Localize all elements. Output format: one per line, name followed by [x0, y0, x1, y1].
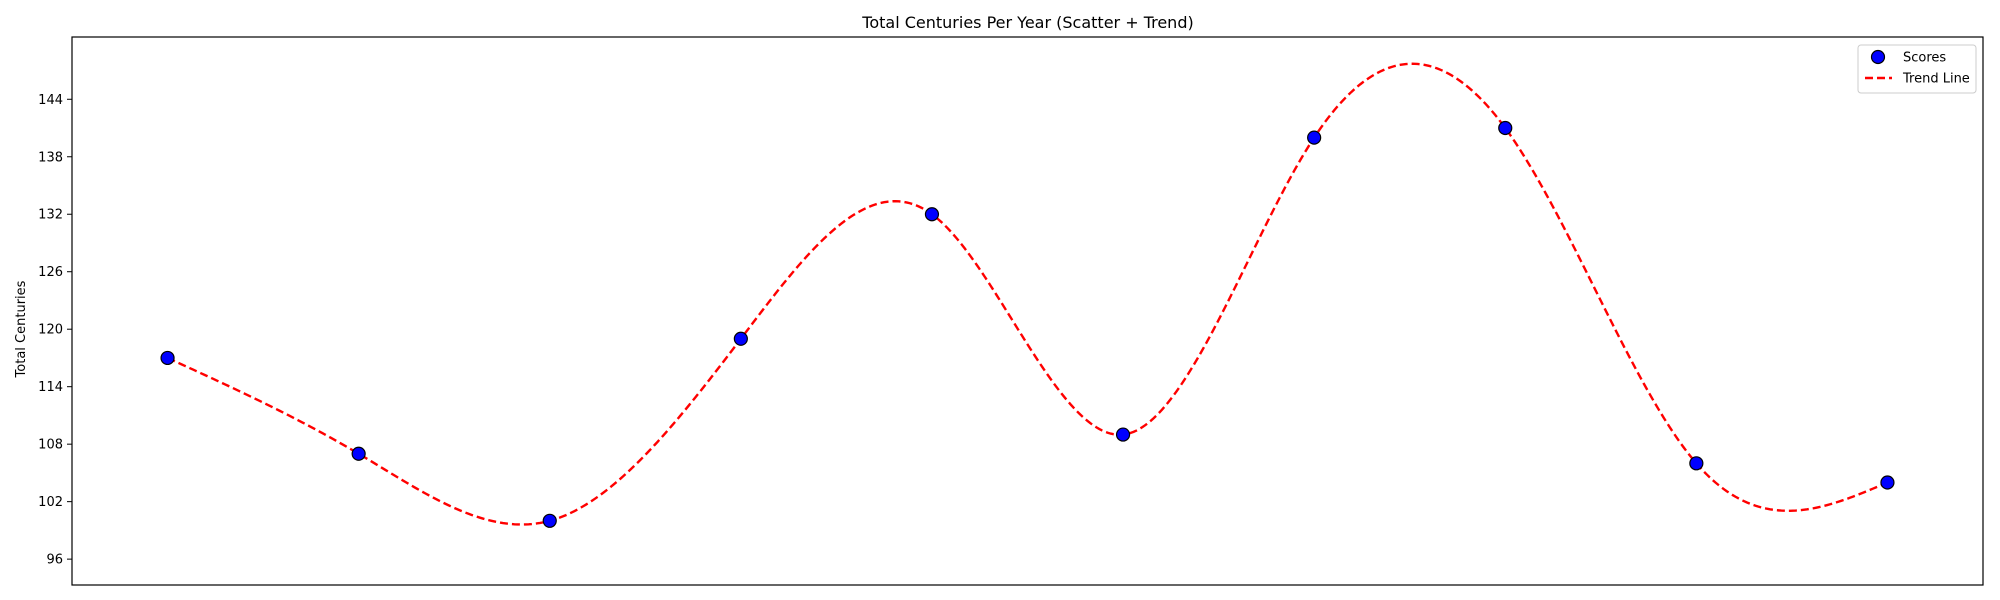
legend-label: Scores [1903, 51, 1946, 66]
y-tick-label: 138 [38, 150, 63, 165]
y-tick-label: 114 [38, 380, 63, 395]
y-tick-label: 132 [38, 208, 63, 223]
scatter-point [160, 350, 175, 366]
chart-title: Total Centuries Per Year (Scatter + Tren… [861, 13, 1193, 32]
y-axis-ticks: 96 102 108 114 120 126 132 138 144 [38, 93, 72, 568]
legend-label: Trend Line [1902, 72, 1970, 87]
legend-marker-scores [1870, 49, 1886, 65]
scatter-point [351, 446, 366, 461]
y-tick-label: 108 [38, 438, 63, 453]
legend-box [1857, 44, 1977, 94]
scatter-point [733, 331, 748, 346]
scatter-point [1689, 456, 1704, 471]
legend: Scores Trend Line [1857, 44, 1977, 94]
scatter-point [924, 207, 940, 222]
y-tick-label: 126 [38, 265, 63, 280]
scatter-point [1307, 130, 1322, 145]
plot-frame [71, 36, 1984, 586]
y-tick-label: 102 [38, 495, 63, 510]
y-tick-label: 96 [46, 553, 63, 568]
scatter-point [1880, 475, 1895, 490]
y-tick-label: 144 [38, 93, 63, 108]
scatter-point [542, 513, 557, 528]
plot-area [160, 62, 1895, 528]
trend-line [167, 62, 1888, 526]
scatter-point [1115, 427, 1131, 442]
y-axis-label: Total Centuries [14, 280, 29, 378]
scatter-point [1498, 120, 1513, 136]
y-tick-label: 120 [38, 323, 63, 338]
